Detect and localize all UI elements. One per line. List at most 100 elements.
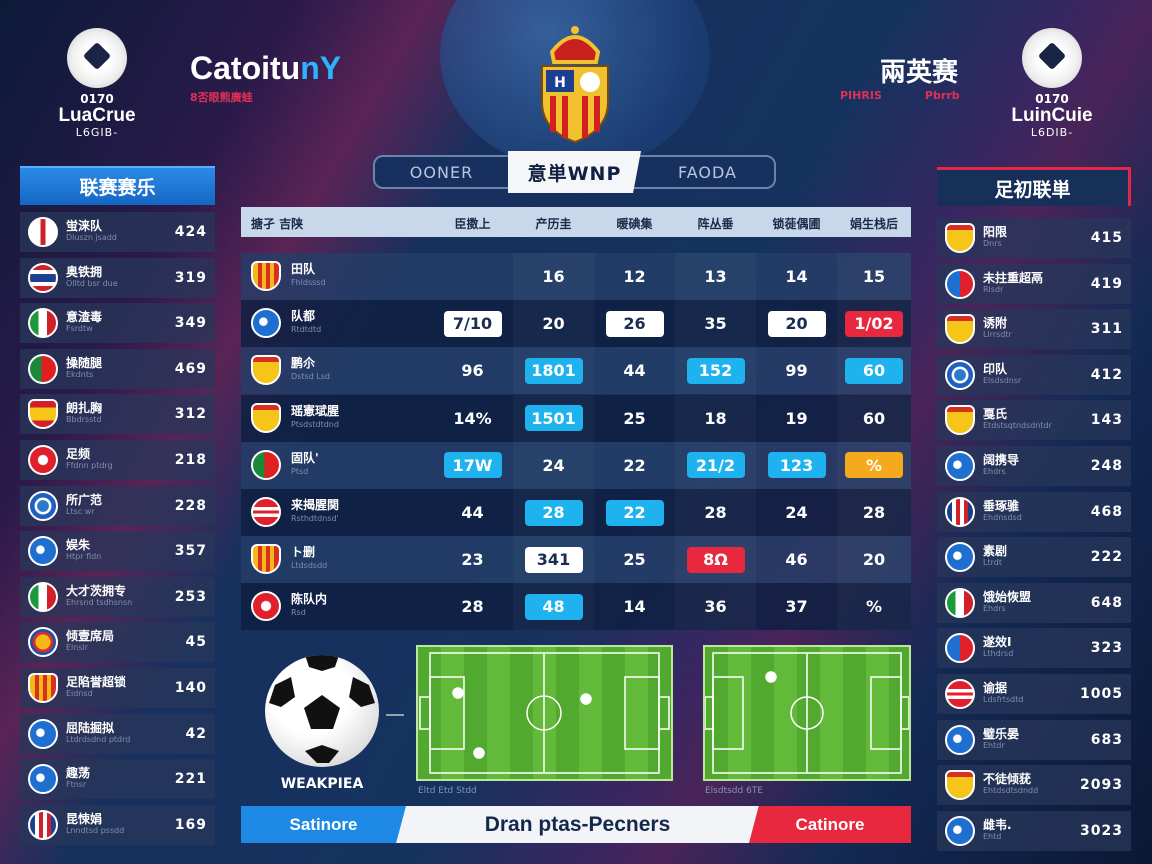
logo-mark: 0170: [1035, 92, 1069, 106]
team-info: 戛氏 Etdstsqtndsdntdr: [983, 408, 1091, 432]
team-name: 遂效I: [983, 635, 1012, 650]
table-header-cell[interactable]: 暖碘集: [616, 217, 653, 231]
table-cell: 46: [756, 536, 837, 583]
team-score: 1005: [1080, 686, 1123, 702]
team-badge-icon: [945, 496, 975, 527]
table-row[interactable]: 鹏尒 Dstsd Lsd 96 1801 44 152 99 60: [241, 347, 911, 395]
banner-left-button[interactable]: Satinore: [241, 806, 406, 843]
team-list-item[interactable]: 操随腿 Ekdnts 469: [20, 348, 215, 389]
team-badge-icon: [28, 353, 58, 384]
team-name: 诱附: [983, 316, 1008, 331]
banner-right-button[interactable]: Catinore: [749, 806, 911, 843]
team-score: 312: [174, 406, 207, 423]
cell-value: 7/10: [443, 310, 502, 337]
league-logo-right: 0170 LuinCuie L6DIB-: [1002, 28, 1102, 139]
team-list-item[interactable]: 雌韦. Ehtd 3023: [937, 810, 1131, 851]
table-row[interactable]: ト删 Ltdsdsdd 23 341 25 8Ω 46 20: [241, 536, 911, 584]
team-list-item[interactable]: 阔携导 Ehdrs 248: [937, 446, 1131, 486]
team-badge-icon: [945, 724, 975, 755]
team-name: 璧乐晏: [983, 726, 1020, 741]
team-list-item[interactable]: 阳限 Dnrs 415: [937, 218, 1131, 258]
team-badge-icon: [28, 627, 58, 658]
player-marker: [452, 687, 464, 699]
table-row[interactable]: 田队 Fhldsssd 16 12 13 14 15: [241, 253, 911, 300]
table-header-cell[interactable]: 娟生栈后: [849, 217, 898, 231]
team-badge-icon: [28, 718, 58, 749]
team-name: 戛氏: [983, 407, 1008, 422]
team-list-item[interactable]: 足频 Ffdnn ptdrg 218: [20, 440, 215, 480]
team-badge-icon: [251, 402, 281, 433]
team-score: 469: [174, 360, 207, 377]
table-row[interactable]: 来揭腥関 Rsthdtdnsd' 44 28 22 28 24 28: [241, 489, 911, 536]
team-badge-icon: [251, 308, 281, 339]
team-subtitle: Ldsfrtsdtd: [983, 695, 1024, 704]
cell-value: 99: [785, 361, 808, 381]
team-info: 屈陆掘拟 Ltdrdsdnd ptdrd: [66, 722, 186, 746]
logo-mark: 0170: [80, 92, 114, 106]
banner-center-title: Dran ptas-Pecners: [396, 806, 759, 843]
tab-1[interactable]: 意単WNP: [508, 151, 641, 193]
team-name: 奥铁拥: [66, 264, 103, 279]
team-list-item[interactable]: 所广范 Ltsc wr 228: [20, 485, 215, 526]
team-list-item[interactable]: 趣荡 Ftnsr 221: [20, 759, 215, 800]
table-header-cell[interactable]: 臣擞上: [454, 217, 491, 231]
table-header-cell[interactable]: 锁蓰偶圃: [772, 217, 821, 231]
team-cell: 鹏尒 Dstsd Lsd: [291, 357, 330, 383]
team-score: 221: [174, 771, 207, 788]
ball-label: WEAKPIEA: [280, 776, 364, 792]
team-list-item[interactable]: 印队 Elsdsdnsr 412: [937, 354, 1131, 395]
team-list-item[interactable]: 奥铁拥 Olltd bsr due 319: [20, 257, 215, 298]
team-list-item[interactable]: 倾壹席局 Elnslr 45: [20, 622, 215, 663]
table-header-cell[interactable]: 阵丛垂: [697, 217, 734, 231]
team-list-item[interactable]: 足陷誉超锁 Eidnsd 140: [20, 668, 215, 708]
team-list-item[interactable]: 遂效I Lthdrsd 323: [937, 628, 1131, 669]
team-list-item[interactable]: 大才茨拥专 Ehrsnd tsdhsnsn 253: [20, 576, 215, 617]
table-row[interactable]: 陈队内 Rsd 28 48 14 36 37%: [241, 583, 911, 631]
team-list-item[interactable]: 垂琢骓 Ehdnsdsd 468: [937, 491, 1131, 532]
app-subtitle: 8否眼熊廣蛙: [190, 91, 253, 104]
tab-2[interactable]: FAODA: [678, 162, 737, 182]
team-list-item[interactable]: 娱朱 Htpr fldn 357: [20, 531, 215, 572]
team-info: 足频 Ffdnn ptdrg: [66, 448, 175, 472]
team-list-item[interactable]: 蛍涞队 Dluszn jsadd 424: [20, 212, 215, 252]
table-row[interactable]: 固队' Ptsd 17W 24 22 21/2 123%: [241, 441, 911, 489]
team-name: 意渣毒: [66, 310, 103, 325]
team-subtitle: Ehdnsdsd: [983, 512, 1022, 522]
team-badge-icon: [945, 587, 975, 618]
tab-0[interactable]: OONER: [409, 162, 474, 182]
team-subtitle: Rlsdr: [983, 284, 1004, 294]
team-score: 248: [1090, 458, 1123, 474]
table-cell: 21/2: [675, 442, 756, 489]
team-list-item[interactable]: 朗扎胸 Bbdrsstd 312: [20, 394, 215, 435]
team-list-item[interactable]: 屈陆掘拟 Ltdrdsdnd ptdrd 42: [20, 713, 215, 754]
team-list-item[interactable]: 诱附 Llrrsdtr 311: [937, 309, 1131, 350]
team-list-item[interactable]: 璧乐晏 Ehtdr 683: [937, 719, 1131, 760]
team-cell: 陈队内 Rsd: [291, 593, 327, 619]
team-subtitle: Etdstsqtndsdntdr: [983, 421, 1052, 431]
table-cell: 23: [432, 536, 513, 583]
pitch-2-caption: Elsdtsdd 6TE: [705, 786, 764, 796]
team-list-item[interactable]: 饿始恢盟 Ehdrs 648: [937, 582, 1131, 623]
team-subtitle: Fhldsssd: [291, 278, 326, 287]
table-cell: 26: [594, 300, 675, 347]
table-header-cell[interactable]: 产历圭: [535, 217, 572, 231]
team-list-item[interactable]: 谕据 Ldsfrtsdtd 1005: [937, 674, 1131, 714]
team-badge-icon: [28, 262, 58, 293]
team-cell: ト删 Ltdsdsdd: [291, 546, 327, 572]
table-cell: 24: [513, 442, 594, 489]
table-row[interactable]: 队都 Rtdtdtd 7/10 20 26 35 20 1/02: [241, 300, 911, 348]
cell-value: 1/02: [845, 310, 903, 337]
table-cell: 44: [432, 489, 513, 536]
team-list-item[interactable]: 戛氏 Etdstsqtndsdntdr 143: [937, 400, 1131, 441]
table-header-cell[interactable]: 搪孑 吉陕: [251, 217, 304, 231]
team-list-item[interactable]: 未拄重超鬲 Rlsdr 419: [937, 263, 1131, 304]
team-list-item[interactable]: 素剧 Ltrdt 222: [937, 537, 1131, 578]
team-list-item[interactable]: 昆悚娟 Lnndtsd pssdd 169: [20, 804, 215, 845]
table-row[interactable]: 瑶憲珷腥 Ptsdstdtdnd 14% 1501 25 18 19 60: [241, 394, 911, 442]
team-badge-icon: [28, 764, 58, 795]
team-list-item[interactable]: 意渣毒 Fsrdtw 349: [20, 303, 215, 344]
team-list-item[interactable]: 不徒倾莸 Ehtdsdtsdndd 2093: [937, 765, 1131, 806]
title-white: Catoitu: [190, 50, 301, 86]
team-badge-icon: [28, 399, 58, 430]
table-cell: %: [837, 583, 911, 630]
